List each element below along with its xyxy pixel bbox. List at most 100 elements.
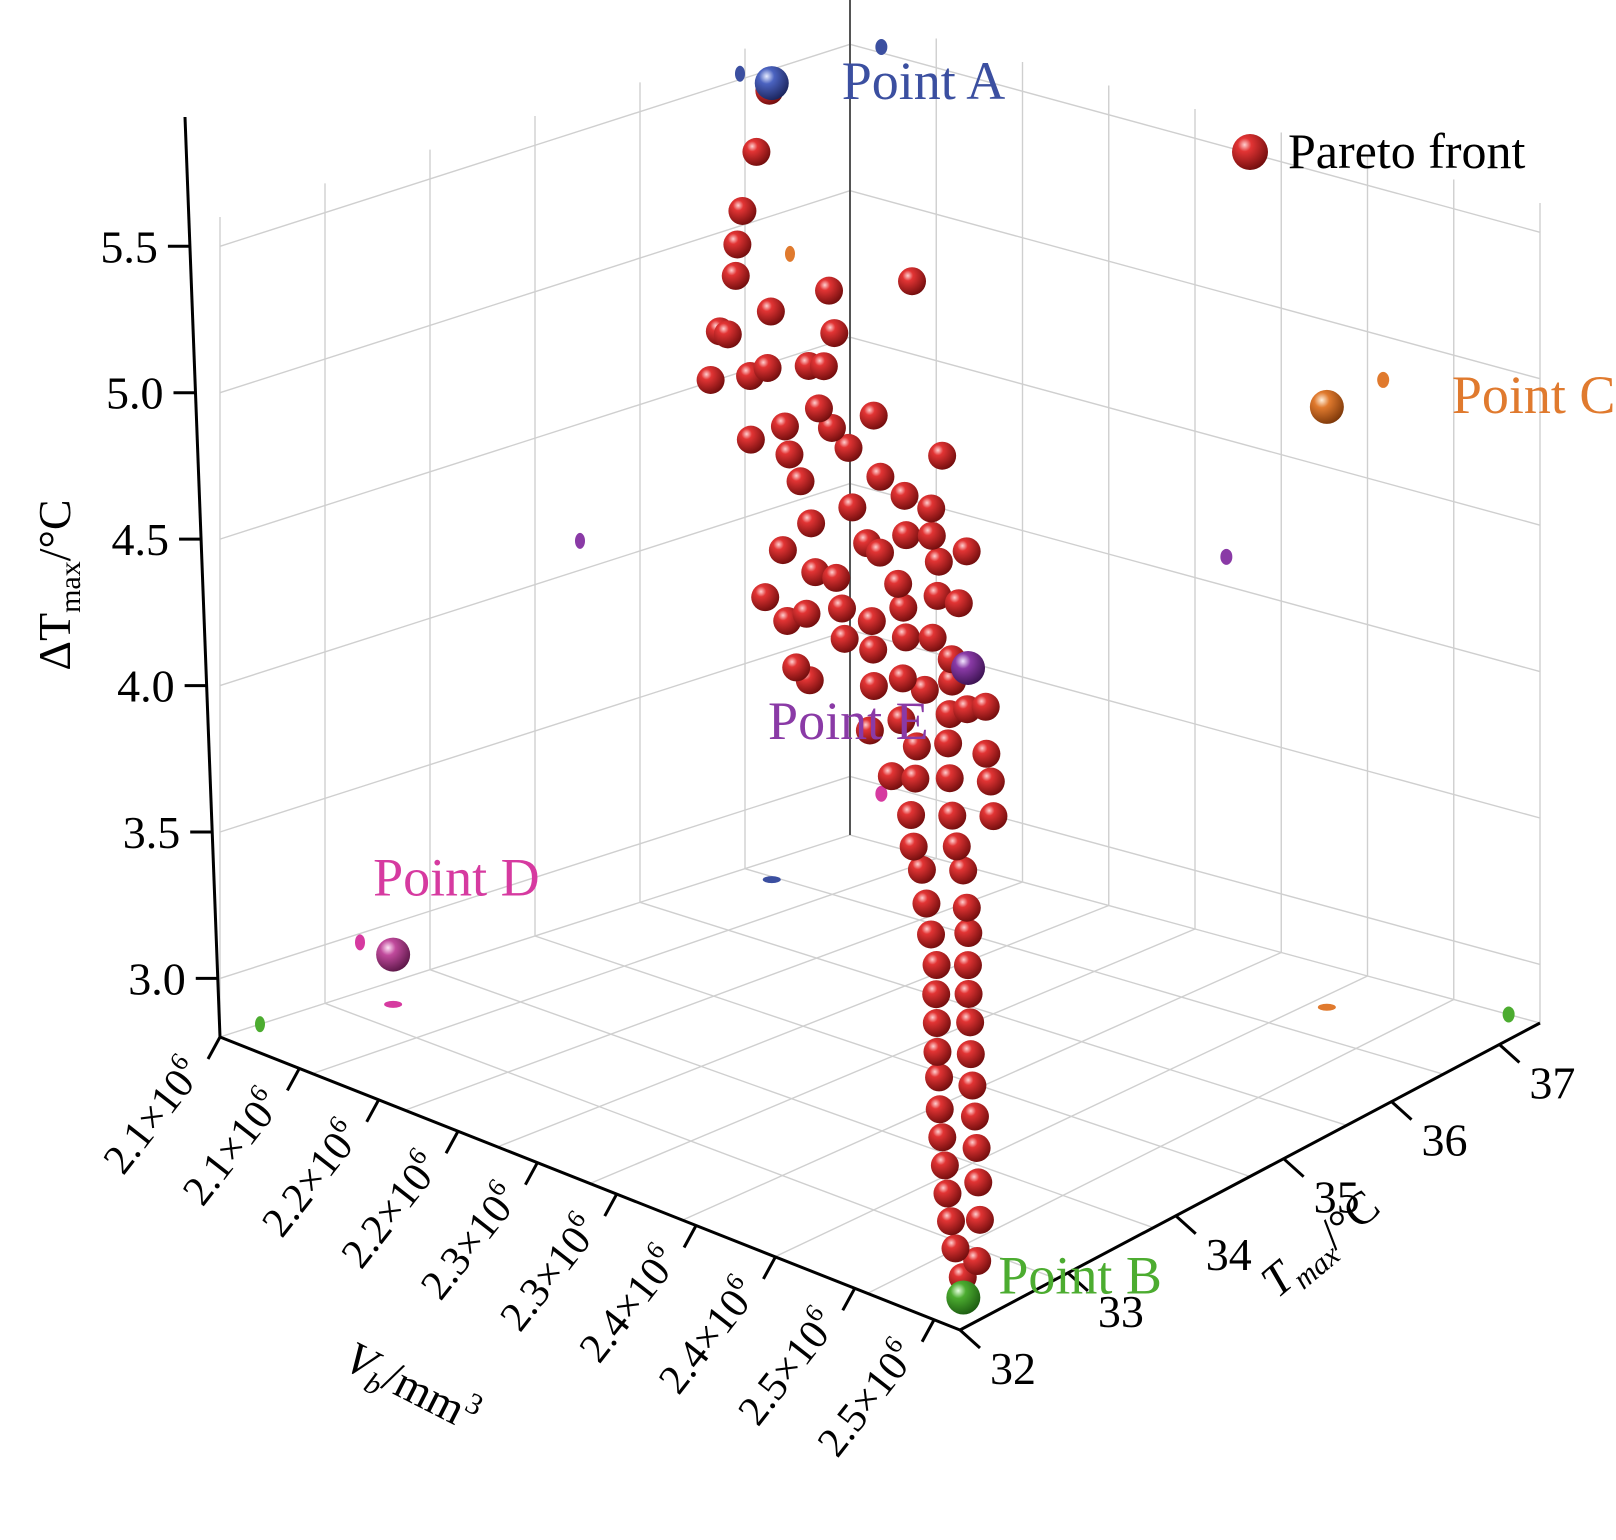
y-tick (1498, 1043, 1521, 1064)
pareto-point (782, 653, 811, 682)
point_c-label: Point C (1452, 365, 1616, 425)
legend: Pareto front (1232, 123, 1526, 179)
pareto-point (815, 276, 844, 305)
pareto-point (972, 739, 1001, 768)
x-tick-exponent: 6 (798, 1299, 829, 1327)
pareto-point (884, 569, 913, 598)
y-tick-label: 34 (1206, 1229, 1252, 1280)
grid-line-left-wall-h (219, 482, 851, 687)
projection-layer (255, 38, 1515, 1301)
pareto-point (830, 624, 859, 653)
y-tick (958, 1328, 982, 1350)
pareto-point (890, 481, 919, 510)
pareto-point (933, 1179, 962, 1208)
marker-layer (376, 66, 1344, 1315)
legend-marker-pareto (1232, 134, 1268, 170)
pareto-point (953, 951, 982, 980)
pareto-point (742, 137, 771, 166)
pareto-point (721, 261, 750, 290)
pareto-point (728, 196, 757, 225)
y-axis-line (959, 1021, 1541, 1332)
point_b-marker (946, 1280, 981, 1315)
pareto-point (942, 832, 971, 861)
pareto-point (956, 1040, 985, 1069)
z-tick-label: 4.5 (112, 514, 170, 565)
pareto-point (925, 1063, 954, 1092)
point_b-label: Point B (998, 1245, 1162, 1305)
pareto-point (925, 1095, 954, 1124)
grid-line-right-wall-h (849, 482, 1541, 673)
x-tick-exponent: 6 (481, 1173, 512, 1201)
pareto-point (910, 675, 939, 704)
pareto-point (935, 764, 964, 793)
point_d-label: Point D (373, 848, 540, 908)
pareto-point (877, 762, 906, 791)
pareto-point (958, 1071, 987, 1100)
pareto-point (944, 589, 973, 618)
y-tick-label: 36 (1422, 1115, 1468, 1166)
pareto-point (838, 493, 867, 522)
pareto-point (865, 538, 894, 567)
point_c-left-wall-projection (785, 245, 795, 262)
point_b-right-wall-projection (1502, 1006, 1515, 1023)
point_d-left-wall-projection (355, 934, 365, 951)
pareto-point (859, 672, 888, 701)
pareto-point (941, 1234, 970, 1263)
pareto-point (971, 692, 1000, 721)
pareto-point (907, 855, 936, 884)
x-tick-exponent: 6 (402, 1142, 433, 1170)
pareto-point (899, 832, 928, 861)
pareto-point (804, 394, 833, 423)
x-tick (286, 1067, 301, 1092)
pareto-point (922, 980, 951, 1009)
x-tick (841, 1287, 857, 1312)
pareto-point (952, 893, 981, 922)
x-tick-exponent: 6 (560, 1205, 591, 1233)
pareto-point (964, 1168, 993, 1197)
pareto-point (756, 297, 785, 326)
x-tick-exponent: 6 (322, 1111, 353, 1139)
pareto-point (713, 320, 742, 349)
x-tick-exponent: 6 (243, 1079, 274, 1107)
grid-line-left-wall-h (219, 775, 851, 980)
point_e-marker (951, 650, 986, 685)
pareto-point (902, 732, 931, 761)
pareto-point (866, 462, 895, 491)
pareto-point (917, 521, 946, 550)
point_a-floor-projection (762, 876, 781, 884)
x-tick-exponent: 6 (640, 1236, 671, 1264)
pareto-point (924, 547, 953, 576)
x-tick (682, 1224, 698, 1249)
pareto-point (923, 1037, 952, 1066)
pareto-point (768, 536, 797, 565)
pareto-point (897, 801, 926, 830)
z-tick-label: 5.5 (100, 221, 158, 272)
pareto-point (937, 1207, 966, 1236)
grid-line-floor (429, 969, 1154, 1229)
y-tick-label: 32 (990, 1343, 1036, 1394)
grid-line-floor (534, 935, 1251, 1178)
pareto-point (889, 593, 918, 622)
grid-line-floor (639, 901, 1347, 1127)
x-tick (206, 1036, 222, 1060)
point_a-marker (754, 66, 789, 101)
grid-line-left-wall-h (219, 629, 851, 833)
pareto-point (928, 441, 957, 470)
pareto-point (775, 440, 804, 469)
x-tick-exponent: 6 (164, 1048, 195, 1076)
point_d-marker (376, 937, 411, 972)
point_a-left-wall-projection (735, 65, 745, 82)
pareto-point (976, 767, 1005, 796)
z-axis-title: ΔTmax/°C (29, 499, 87, 670)
pareto-point (918, 623, 947, 652)
pareto-point (954, 919, 983, 948)
grid-line-right-wall-h (849, 336, 1541, 526)
grid-line-floor (744, 867, 1444, 1075)
pareto-point (938, 801, 967, 830)
grid-line-floor (324, 1002, 1057, 1280)
pareto-point (928, 1123, 957, 1152)
pareto-point (857, 607, 886, 636)
pareto-point (751, 583, 780, 612)
pareto-point (891, 623, 920, 652)
